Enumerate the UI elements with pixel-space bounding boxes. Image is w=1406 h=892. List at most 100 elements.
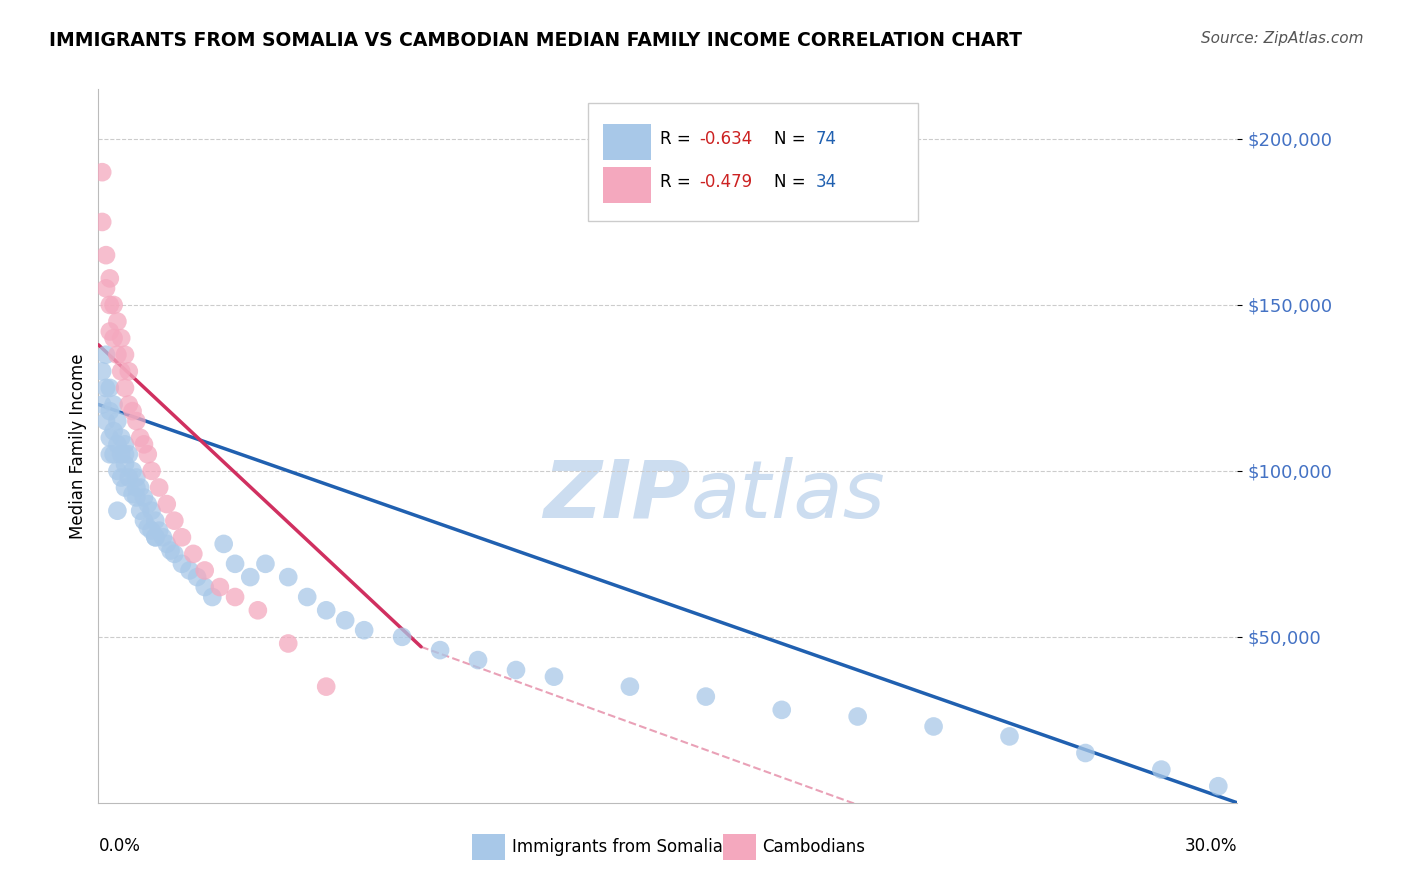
FancyBboxPatch shape: [723, 834, 755, 860]
Point: [194, 564, 217, 578]
Point: [145, 530, 167, 544]
Point: [1074, 746, 1097, 760]
Point: [132, 514, 155, 528]
Point: [103, 298, 125, 312]
Point: [118, 364, 141, 378]
Point: [179, 564, 201, 578]
Point: [114, 437, 136, 451]
Point: [129, 431, 152, 445]
Point: [1208, 779, 1230, 793]
Text: -0.634: -0.634: [700, 130, 754, 148]
Text: R =: R =: [659, 130, 696, 148]
Point: [194, 580, 217, 594]
Point: [98, 325, 121, 339]
Point: [695, 690, 717, 704]
Point: [114, 348, 136, 362]
Point: [114, 447, 136, 461]
Point: [94, 248, 117, 262]
Point: [94, 281, 117, 295]
Point: [246, 603, 269, 617]
Point: [145, 530, 167, 544]
Point: [110, 447, 132, 461]
Point: [114, 457, 136, 471]
Text: R =: R =: [659, 173, 696, 191]
FancyBboxPatch shape: [603, 124, 651, 161]
Point: [121, 487, 143, 501]
Text: 74: 74: [815, 130, 837, 148]
Point: [277, 570, 299, 584]
Point: [103, 447, 125, 461]
Point: [94, 414, 117, 428]
Point: [141, 524, 163, 538]
Point: [103, 331, 125, 345]
Point: [186, 570, 208, 584]
Point: [353, 624, 375, 638]
Point: [107, 314, 129, 328]
Point: [91, 364, 114, 378]
Point: [114, 481, 136, 495]
Text: -0.479: -0.479: [700, 173, 752, 191]
Point: [110, 331, 132, 345]
Point: [163, 514, 186, 528]
Point: [98, 298, 121, 312]
Point: [98, 447, 121, 461]
Point: [156, 537, 179, 551]
Point: [98, 381, 121, 395]
Point: [132, 437, 155, 451]
Point: [277, 636, 299, 650]
Point: [107, 414, 129, 428]
Text: Cambodians: Cambodians: [762, 838, 865, 856]
Point: [107, 437, 129, 451]
Point: [429, 643, 451, 657]
Point: [132, 491, 155, 505]
Point: [125, 491, 148, 505]
Point: [129, 481, 152, 495]
Point: [107, 504, 129, 518]
Point: [125, 481, 148, 495]
FancyBboxPatch shape: [588, 103, 918, 221]
Point: [98, 404, 121, 418]
Point: [91, 165, 114, 179]
Point: [922, 719, 945, 733]
Point: [118, 397, 141, 411]
Point: [998, 730, 1021, 744]
Point: [201, 590, 224, 604]
Point: [170, 530, 193, 544]
Point: [170, 557, 193, 571]
Point: [125, 470, 148, 484]
Point: [297, 590, 319, 604]
Point: [1150, 763, 1173, 777]
Point: [107, 464, 129, 478]
Point: [224, 590, 246, 604]
Point: [467, 653, 489, 667]
Point: [619, 680, 641, 694]
Point: [156, 497, 179, 511]
Point: [543, 670, 565, 684]
Text: 34: 34: [815, 173, 837, 191]
Point: [163, 547, 186, 561]
Point: [224, 557, 246, 571]
Point: [208, 580, 231, 594]
Point: [98, 431, 121, 445]
Text: 30.0%: 30.0%: [1185, 837, 1237, 855]
Text: IMMIGRANTS FROM SOMALIA VS CAMBODIAN MEDIAN FAMILY INCOME CORRELATION CHART: IMMIGRANTS FROM SOMALIA VS CAMBODIAN MED…: [49, 31, 1022, 50]
Text: Immigrants from Somalia: Immigrants from Somalia: [512, 838, 723, 856]
Point: [145, 514, 167, 528]
FancyBboxPatch shape: [472, 834, 505, 860]
Point: [94, 381, 117, 395]
Point: [129, 504, 152, 518]
Point: [110, 470, 132, 484]
Point: [125, 414, 148, 428]
Point: [141, 504, 163, 518]
Point: [98, 271, 121, 285]
Y-axis label: Median Family Income: Median Family Income: [69, 353, 87, 539]
Point: [91, 215, 114, 229]
Point: [136, 447, 159, 461]
Point: [136, 497, 159, 511]
Point: [114, 381, 136, 395]
Text: Source: ZipAtlas.com: Source: ZipAtlas.com: [1201, 31, 1364, 46]
Point: [121, 464, 143, 478]
FancyBboxPatch shape: [603, 167, 651, 203]
Point: [183, 547, 205, 561]
Point: [110, 364, 132, 378]
